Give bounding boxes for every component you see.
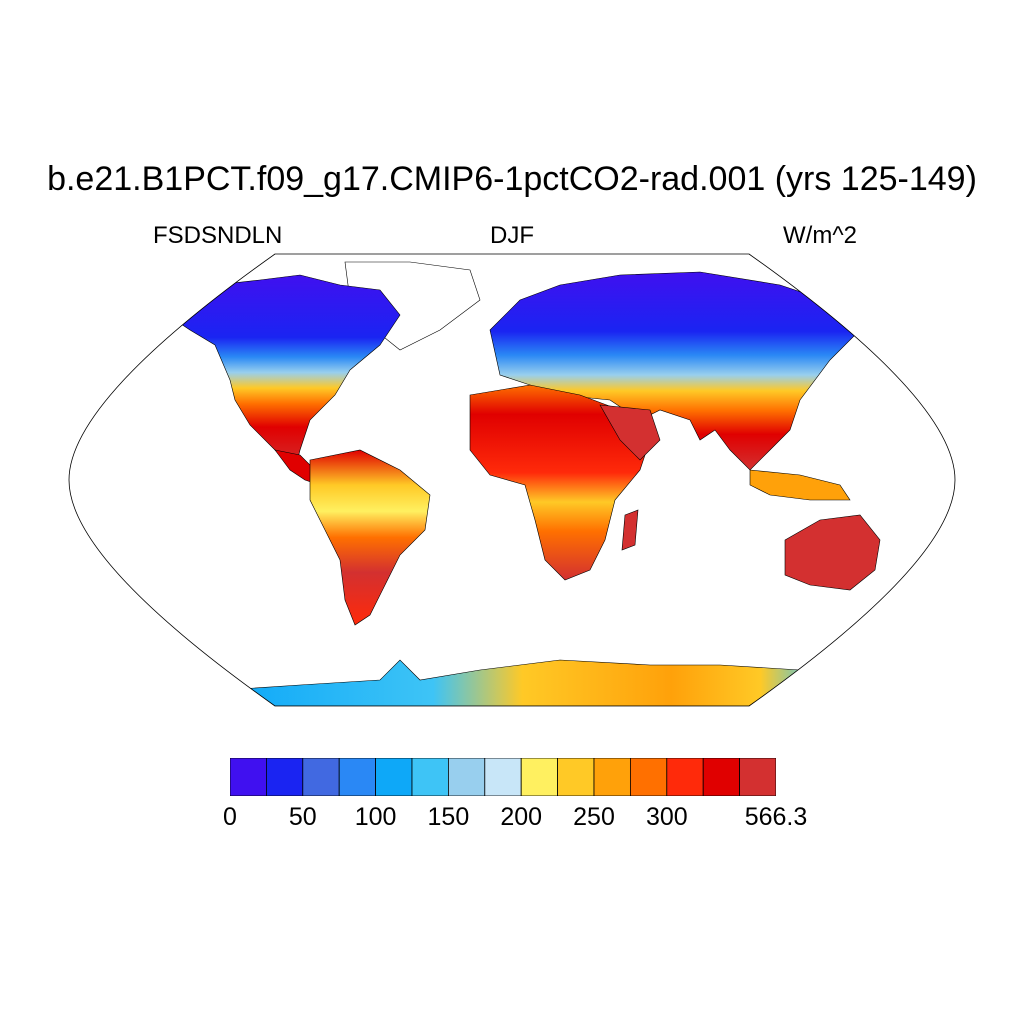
colorbar-cell: [230, 758, 267, 796]
colorbar-tick-label: 300: [645, 803, 688, 831]
season-label: DJF: [490, 222, 534, 249]
plot-title: b.e21.B1PCT.f09_g17.CMIP6-1pctCO2-rad.00…: [47, 160, 977, 198]
colorbar-cell: [739, 758, 776, 796]
colorbar-tick-label: 100: [354, 803, 397, 831]
land-masses: [174, 261, 921, 706]
madagascar: [621, 509, 639, 551]
australia: [784, 514, 881, 591]
south-america: [309, 449, 431, 626]
colorbar-cell: [484, 758, 522, 796]
colorbar-cell: [520, 758, 559, 796]
antarctica: [224, 659, 821, 706]
colorbar-cell: [666, 758, 704, 796]
colorbar-cell: [338, 758, 376, 796]
colorbar-tick-label: 150: [427, 803, 470, 831]
colorbar-cell: [629, 758, 668, 796]
north-america: [174, 274, 401, 471]
colorbar-cell: [266, 758, 304, 796]
colorbar-tick-label: 50: [288, 803, 317, 831]
units-label: W/m^2: [783, 222, 857, 249]
africa: [469, 384, 651, 581]
eurasia: [489, 271, 861, 471]
arabian-peninsula: [599, 404, 661, 461]
colorbar-tick-label: 200: [500, 803, 543, 831]
colorbar-cell: [375, 758, 413, 796]
colorbar-cell: [593, 758, 631, 796]
maritime-continent: [749, 469, 851, 501]
colorbar-cell: [302, 758, 340, 796]
colorbar-tick-label: 250: [573, 803, 615, 831]
variable-label: FSDSNDLN: [153, 222, 283, 249]
colorbar-cell: [557, 758, 595, 796]
colorbar-tick-label: 0: [223, 803, 237, 831]
colorbar-cell: [447, 758, 486, 796]
map-border: [68, 253, 956, 707]
colorbar: [230, 758, 776, 796]
colorbar-cell: [411, 758, 449, 796]
colorbar-cell: [702, 758, 741, 796]
colorbar-tick-label: 566.3: [744, 803, 808, 831]
